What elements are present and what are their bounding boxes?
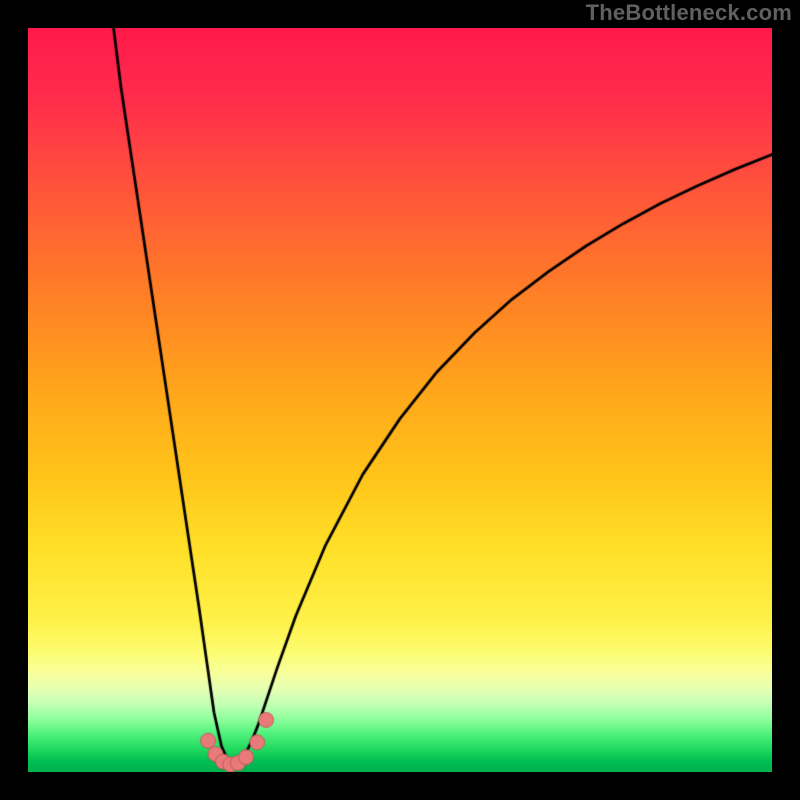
bottleneck-gradient-plot — [28, 28, 772, 772]
image-root: TheBottleneck.com — [0, 0, 800, 800]
watermark-text: TheBottleneck.com — [586, 0, 792, 26]
